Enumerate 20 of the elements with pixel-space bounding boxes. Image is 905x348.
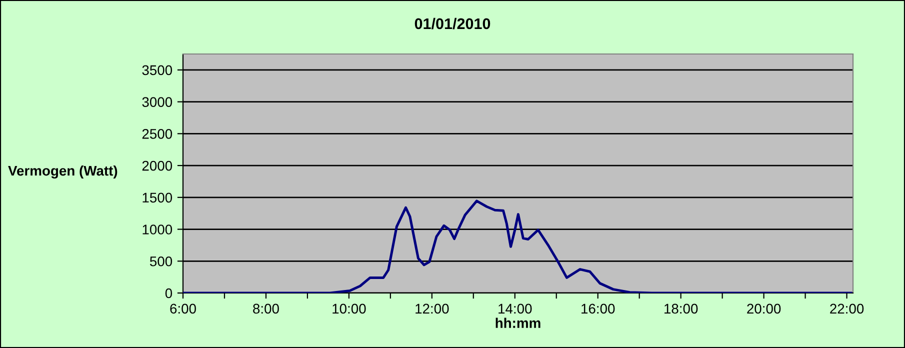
x-tick-label: 16:00 xyxy=(582,304,615,314)
x-tick-label: 14:00 xyxy=(498,304,532,314)
x-tick-label: 10:00 xyxy=(332,304,366,314)
y-tick-label: 500 xyxy=(150,256,172,266)
y-tick-label: 0 xyxy=(165,288,172,298)
y-tick-label: 3500 xyxy=(142,65,172,76)
x-tick-label: 6:00 xyxy=(170,304,196,314)
y-tick-label: 1000 xyxy=(142,224,172,234)
y-tick-label: 1500 xyxy=(142,192,172,203)
chart-title: 01/01/2010 xyxy=(414,18,490,30)
y-tick-label: 3000 xyxy=(142,97,172,107)
y-tick-label: 2000 xyxy=(142,160,172,171)
x-axis-title: hh:mm xyxy=(496,318,540,328)
x-tick-label: 22:00 xyxy=(830,304,864,314)
y-tick-label: 2500 xyxy=(142,129,172,139)
x-tick-label: 20:00 xyxy=(747,304,781,314)
x-tick-label: 12:00 xyxy=(416,304,449,314)
x-tick-label: 18:00 xyxy=(664,304,698,314)
y-axis-title: Vermogen (Watt) xyxy=(8,165,118,179)
x-tick-label: 8:00 xyxy=(253,304,279,314)
